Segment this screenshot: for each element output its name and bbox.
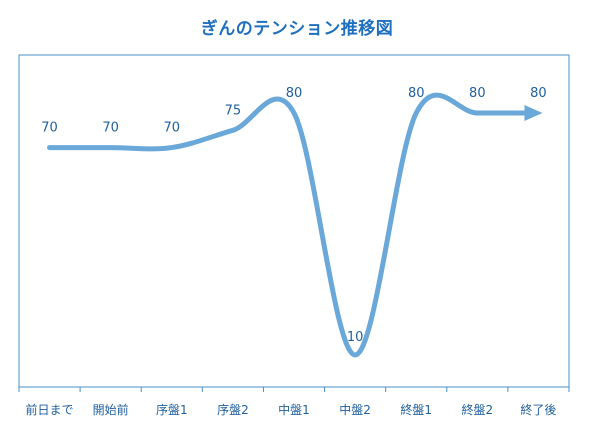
x-tick-label: 前日まで: [26, 402, 74, 417]
x-tick-label: 終了後: [520, 402, 556, 417]
plot-area-frame: [18, 54, 570, 388]
x-tick-label: 序盤1: [156, 402, 188, 417]
chart-title: ぎんのテンション推移図: [200, 19, 394, 39]
data-label: 10: [347, 330, 364, 345]
x-tick-label: 終盤2: [462, 402, 494, 417]
x-axis-ticks: [18, 387, 570, 392]
data-label: 80: [530, 86, 547, 101]
data-label: 70: [164, 121, 181, 136]
x-axis-labels: 前日まで 開始前 序盤1 序盤2 中盤1 中盤2 終盤1 終盤2 終了後: [26, 402, 557, 417]
x-tick-label: 中盤1: [278, 402, 310, 417]
x-tick-label: 終盤1: [400, 402, 432, 417]
data-labels: 70 70 70 75 80 10 80 80 80: [41, 86, 546, 345]
data-label: 80: [469, 86, 486, 101]
data-label: 70: [102, 121, 119, 136]
x-tick-label: 中盤2: [339, 402, 371, 417]
x-tick-label: 序盤2: [217, 402, 249, 417]
series-arrowhead: [524, 105, 543, 121]
data-label: 80: [408, 86, 425, 101]
data-label: 70: [41, 121, 58, 136]
data-label: 75: [225, 103, 242, 118]
series-line: [47, 92, 527, 358]
data-label: 80: [286, 86, 303, 101]
x-tick-label: 開始前: [93, 402, 129, 417]
